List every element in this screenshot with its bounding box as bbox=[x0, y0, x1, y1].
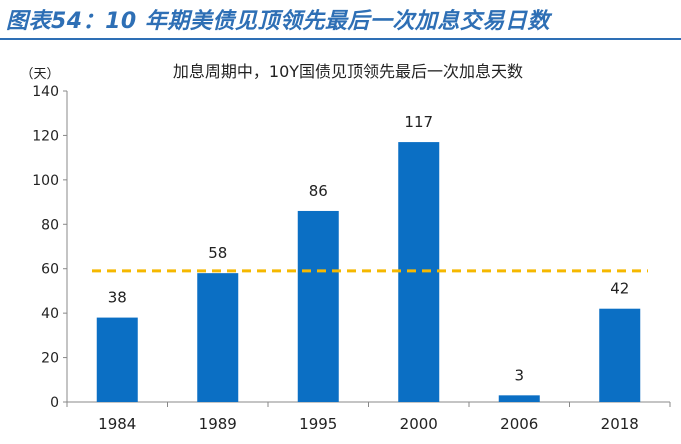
x-tick-label-1989: 1989 bbox=[199, 415, 237, 433]
data-label-1995: 86 bbox=[309, 182, 328, 200]
bar-2000 bbox=[398, 142, 440, 403]
bar-1989 bbox=[197, 273, 239, 402]
data-label-2018: 42 bbox=[610, 280, 629, 298]
y-tick-label: 140 bbox=[32, 84, 59, 100]
y-tick-label: 20 bbox=[41, 351, 59, 367]
bar-1995 bbox=[297, 210, 339, 402]
y-tick-label: 120 bbox=[32, 128, 59, 144]
data-label-2000: 117 bbox=[404, 113, 433, 131]
y-tick-label: 80 bbox=[41, 217, 59, 233]
title-rule bbox=[0, 38, 681, 40]
bar-2018 bbox=[599, 308, 641, 402]
x-tick-label-1984: 1984 bbox=[98, 415, 136, 433]
data-label-1989: 58 bbox=[208, 244, 227, 262]
y-tick-label: 60 bbox=[41, 262, 59, 278]
data-label-1984: 38 bbox=[108, 289, 127, 307]
x-tick-label-2018: 2018 bbox=[601, 415, 639, 433]
y-tick-label: 40 bbox=[41, 306, 59, 322]
bar-1984 bbox=[96, 317, 138, 402]
chart-title: 加息周期中，10Y国债见顶领先最后一次加息天数 bbox=[173, 62, 523, 81]
x-tick-label-1995: 1995 bbox=[299, 415, 337, 433]
y-tick-label: 100 bbox=[32, 173, 59, 189]
bar-2006 bbox=[498, 395, 540, 402]
x-tick-label-2000: 2000 bbox=[400, 415, 438, 433]
y-tick-label: 0 bbox=[50, 395, 59, 411]
data-label-2006: 3 bbox=[514, 366, 524, 384]
figure-title: 图表54：10 年期美债见顶领先最后一次加息交易日数 bbox=[6, 9, 550, 34]
y-axis-unit: （天） bbox=[20, 67, 59, 82]
x-tick-label-2006: 2006 bbox=[500, 415, 538, 433]
